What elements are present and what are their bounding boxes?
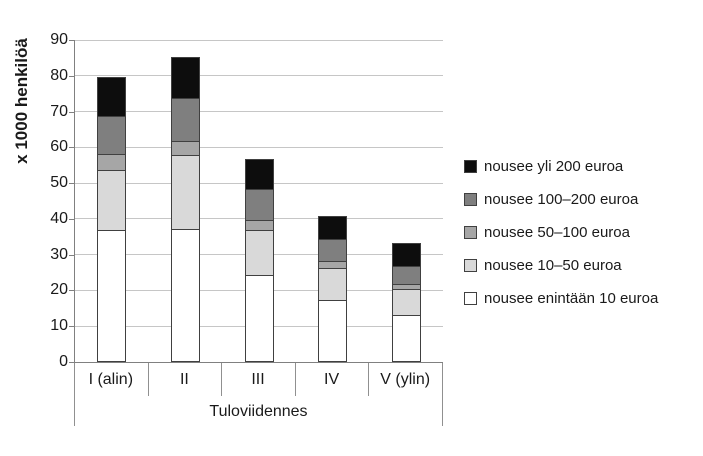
bar-segment	[318, 300, 348, 362]
y-axis-title: x 1000 henkilöä	[12, 38, 31, 164]
legend-label: nousee enintään 10 euroa	[484, 289, 659, 307]
y-tick-label: 80	[50, 66, 68, 84]
x-axis-outer-separator	[74, 363, 75, 426]
y-tick-mark	[69, 218, 74, 220]
y-tick-mark	[69, 290, 74, 292]
bar-segment	[318, 268, 348, 302]
y-tick-mark	[69, 183, 74, 185]
x-axis-separator	[221, 363, 223, 396]
legend-item: nousee 10–50 euroa	[464, 256, 658, 274]
gridline	[75, 111, 443, 113]
y-tick-mark	[69, 111, 74, 113]
legend-label: nousee 10–50 euroa	[484, 256, 622, 274]
x-axis-separator	[147, 363, 149, 396]
bar-segment	[391, 266, 421, 286]
y-tick-label: 90	[50, 31, 68, 48]
y-tick-mark	[69, 40, 74, 41]
gridline	[75, 146, 443, 148]
legend-swatch	[464, 192, 477, 206]
bar-segment	[318, 239, 348, 262]
x-axis-separator	[294, 363, 296, 396]
bar-segment	[97, 169, 127, 232]
x-axis-title: Tuloviidennes	[209, 403, 308, 420]
legend-item: nousee 100–200 euroa	[464, 190, 658, 208]
y-tick-mark	[69, 362, 74, 363]
x-axis-separator	[368, 363, 370, 396]
x-category-label: IV	[324, 371, 340, 388]
y-tick-mark	[69, 254, 74, 256]
y-tick-label: 30	[50, 245, 68, 263]
bar-segment	[391, 242, 421, 268]
y-tick-mark	[69, 326, 74, 328]
bar-segment	[391, 314, 421, 362]
bar-segment	[97, 230, 127, 362]
legend-item: nousee yli 200 euroa	[464, 157, 658, 175]
bar-segment	[170, 56, 200, 100]
legend-label: nousee yli 200 euroa	[484, 157, 624, 175]
bar-segment	[97, 76, 127, 117]
bar-segment	[244, 158, 274, 191]
y-tick-mark	[69, 147, 74, 149]
bar-segment	[391, 289, 421, 316]
legend-swatch	[464, 258, 477, 272]
bar-segment	[170, 228, 200, 362]
legend-item: nousee 50–100 euroa	[464, 223, 658, 241]
bar-segment	[318, 216, 348, 241]
bar-segment	[244, 219, 274, 232]
legend-item: nousee enintään 10 euroa	[464, 289, 658, 307]
bar-segment	[318, 260, 348, 269]
legend-label: nousee 50–100 euroa	[484, 223, 630, 241]
y-tick-label: 60	[50, 138, 68, 156]
legend: nousee yli 200 euroa nousee 100–200 euroa…	[464, 157, 658, 322]
y-tick-label: 0	[59, 353, 68, 370]
y-tick-label: 40	[50, 209, 68, 227]
legend-swatch	[464, 291, 477, 305]
y-tick-label: 70	[50, 102, 68, 120]
x-category-label: III	[251, 371, 265, 388]
bar-segment	[170, 155, 200, 230]
bar-segment	[170, 98, 200, 142]
bar-segment	[170, 140, 200, 157]
legend-label: nousee 100–200 euroa	[484, 190, 639, 208]
legend-swatch	[464, 225, 477, 239]
y-tick-label: 20	[50, 281, 68, 299]
legend-swatch	[464, 159, 477, 173]
plot-area	[74, 39, 443, 363]
bar-segment	[97, 115, 127, 155]
bar-segment	[244, 230, 274, 277]
bar-segment	[244, 189, 274, 221]
x-category-label: I (alin)	[88, 371, 134, 388]
gridline	[75, 39, 443, 41]
x-axis-outer-separator	[442, 363, 443, 426]
x-category-label: II	[179, 371, 189, 388]
bar-segment	[97, 153, 127, 171]
x-axis: Tuloviidennes I (alin) II III IV V (ylin)	[74, 363, 443, 427]
bar-segment	[244, 275, 274, 362]
y-tick-mark	[69, 75, 74, 77]
y-tick-label: 50	[50, 174, 68, 192]
x-category-label: V (ylin)	[380, 371, 431, 388]
y-tick-label: 10	[50, 317, 68, 335]
gridline	[75, 75, 443, 77]
